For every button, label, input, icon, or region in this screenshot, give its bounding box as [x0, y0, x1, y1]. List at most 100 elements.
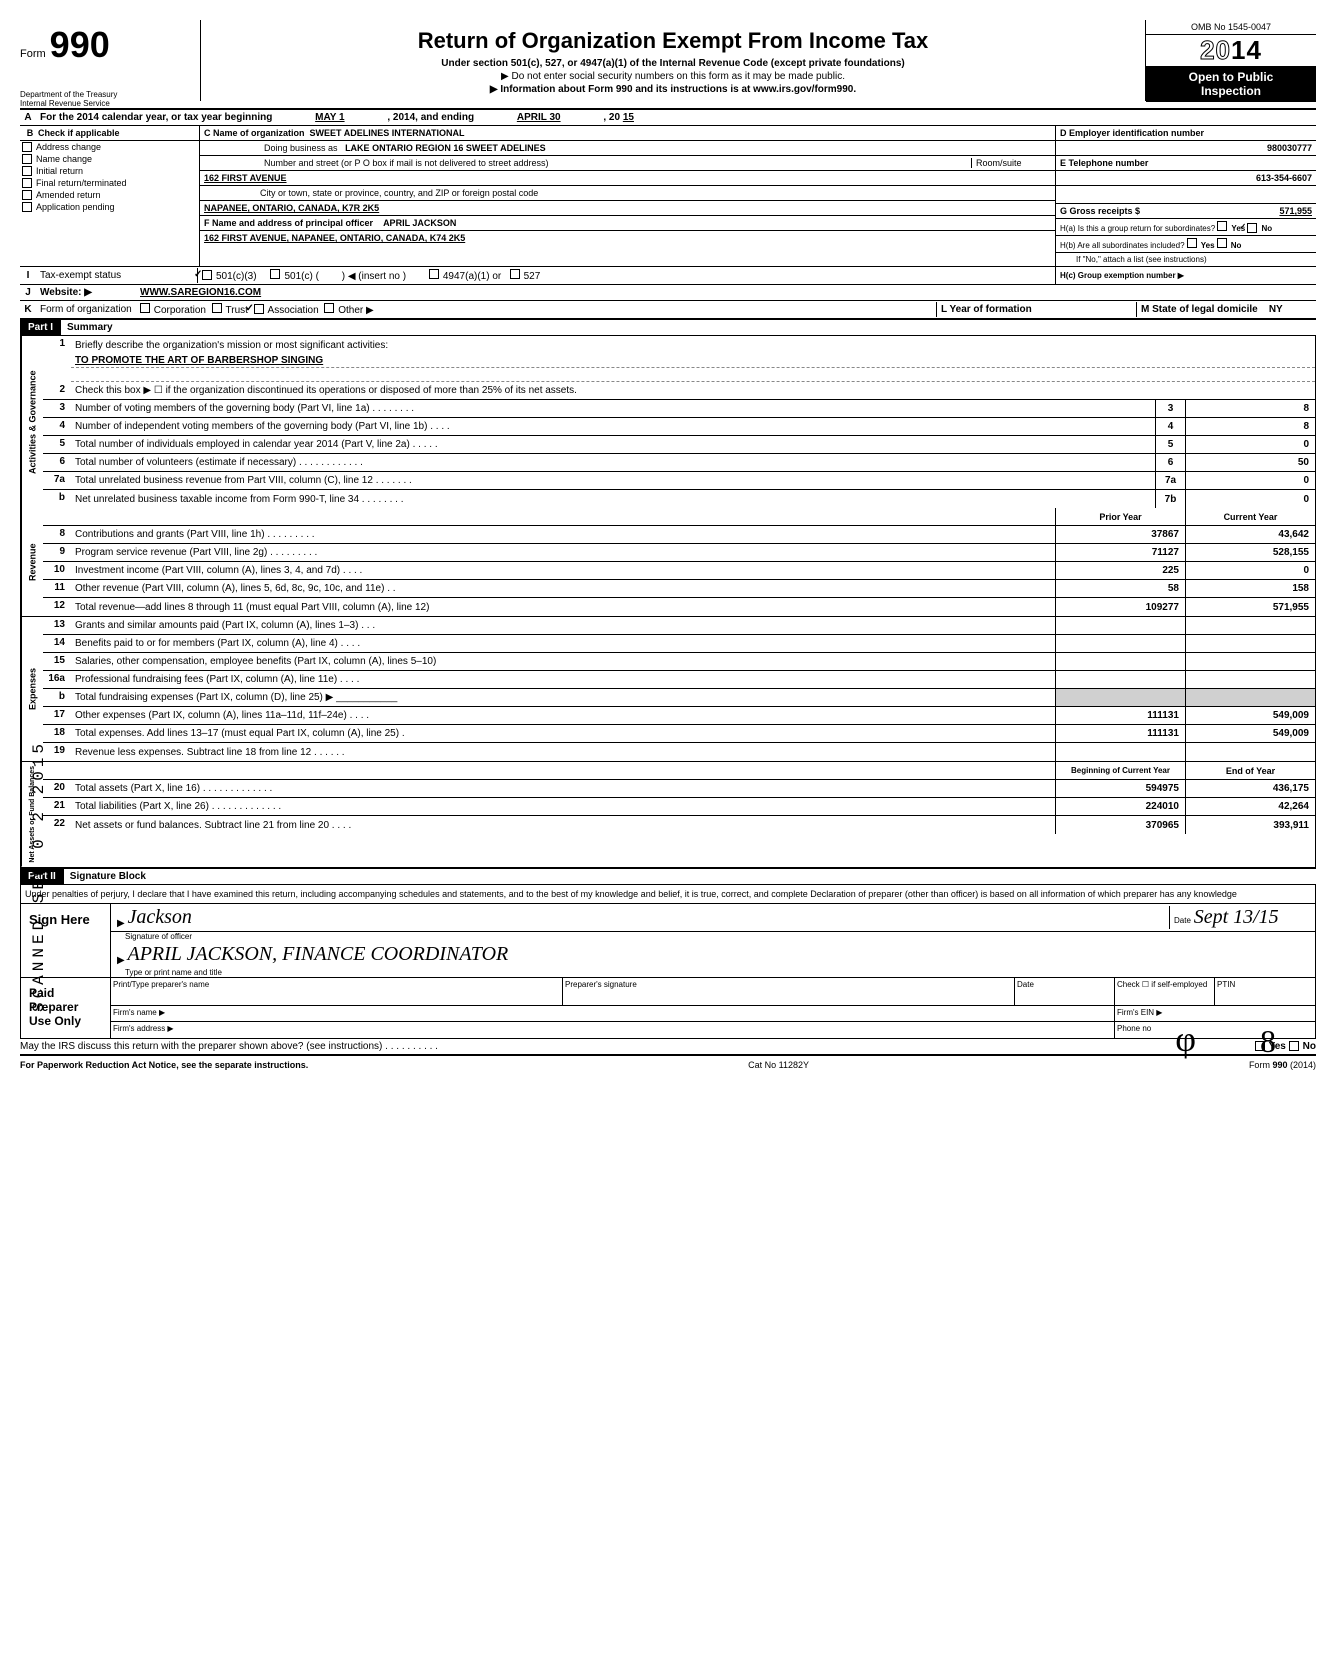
sign-here-content: ▶ Jackson Date Sept 13/15 Signature of o…: [111, 904, 1315, 977]
line-box: 4: [1155, 418, 1185, 435]
check-header: B Check if applicable: [20, 126, 199, 141]
opt-501c: 501(c) (: [284, 271, 318, 282]
line-desc: Number of voting members of the governin…: [71, 400, 1155, 417]
checkbox-527[interactable]: [510, 269, 520, 279]
summary-row: 4 Number of independent voting members o…: [43, 418, 1315, 436]
check-if-applicable: Check if applicable: [38, 128, 120, 138]
line-desc: Contributions and grants (Part VIII, lin…: [71, 526, 1055, 543]
check-application-pending[interactable]: Application pending: [20, 201, 199, 213]
yes-label: Yes: [1201, 241, 1215, 250]
mission-blank: [71, 368, 1315, 382]
line-1: 1 Briefly describe the organization's mi…: [43, 336, 1315, 354]
summary-row: 21 Total liabilities (Part X, line 26) .…: [43, 798, 1315, 816]
line-a-content: For the 2014 calendar year, or tax year …: [36, 110, 1316, 125]
checkbox-icon: [22, 154, 32, 164]
line-a: A For the 2014 calendar year, or tax yea…: [20, 110, 1316, 126]
line-desc: Total liabilities (Part X, line 26) . . …: [71, 798, 1055, 815]
summary-row: 14 Benefits paid to or for members (Part…: [43, 635, 1315, 653]
summary-row: 7a Total unrelated business revenue from…: [43, 472, 1315, 490]
current-value: 436,175: [1185, 780, 1315, 797]
line-a-label: A: [20, 112, 36, 123]
check-address-change[interactable]: Address change: [20, 141, 199, 153]
prior-value: 224010: [1055, 798, 1185, 815]
check-amended[interactable]: Amended return: [20, 189, 199, 201]
signature-block: Under penalties of perjury, I declare th…: [20, 885, 1316, 1039]
f-label: F Name and address of principal officer: [204, 218, 373, 228]
line-a-text1: For the 2014 calendar year, or tax year …: [40, 112, 272, 123]
tax-exempt-options: 501(c)(3) 501(c) ( ) ◀ (insert no ) 4947…: [198, 267, 1056, 284]
checkbox-no[interactable]: [1289, 1041, 1299, 1051]
c-label: C Name of organization: [204, 128, 305, 138]
checkbox-icon[interactable]: [1217, 238, 1227, 248]
checkbox-4947[interactable]: [429, 269, 439, 279]
checkbox-assoc[interactable]: [254, 304, 264, 314]
opt-4947: 4947(a)(1) or: [443, 271, 501, 282]
line-desc: Other revenue (Part VIII, column (A), li…: [71, 580, 1055, 597]
summary-row: 8 Contributions and grants (Part VIII, l…: [43, 526, 1315, 544]
checkbox-trust[interactable]: [212, 303, 222, 313]
line-2: 2 Check this box ▶ ☐ if the organization…: [43, 382, 1315, 400]
triangle-icon: ▶: [117, 955, 125, 966]
checkbox-501c3[interactable]: [202, 270, 212, 280]
date-cell: Date Sept 13/15: [1169, 906, 1309, 929]
check-initial-return[interactable]: Initial return: [20, 165, 199, 177]
check-column: B Check if applicable Address change Nam…: [20, 126, 200, 266]
date-value: Sept 13/15: [1194, 906, 1279, 928]
prior-value: 594975: [1055, 780, 1185, 797]
check-name-change[interactable]: Name change: [20, 153, 199, 165]
checkbox-other[interactable]: [324, 303, 334, 313]
line-street: Number and street (or P O box if mail is…: [200, 156, 1055, 171]
right-column: D Employer identification number 9800307…: [1056, 126, 1316, 266]
year-solid: 14: [1231, 35, 1262, 65]
prior-value: 111131: [1055, 707, 1185, 724]
current-value: 42,264: [1185, 798, 1315, 815]
blank: [71, 508, 1055, 525]
current-value: [1185, 689, 1315, 706]
line-1-desc: Briefly describe the organization's miss…: [71, 336, 1315, 354]
line-desc: Investment income (Part VIII, column (A)…: [71, 562, 1055, 579]
summary-row: 3 Number of voting members of the govern…: [43, 400, 1315, 418]
line-desc: Net unrelated business taxable income fr…: [71, 490, 1155, 508]
line-num: 15: [43, 653, 71, 670]
expenses-section: Expenses 13 Grants and similar amounts p…: [20, 617, 1316, 762]
checkbox-checked-icon[interactable]: [1247, 223, 1257, 233]
revenue-body: Prior Year Current Year 8 Contributions …: [43, 508, 1315, 616]
line-box: 7a: [1155, 472, 1185, 489]
checkbox-corp[interactable]: [140, 303, 150, 313]
prior-value: 58: [1055, 580, 1185, 597]
check-self-employed: Check ☐ if self-employed: [1115, 978, 1215, 1005]
firm-name-label: Firm's name ▶: [111, 1006, 1115, 1021]
dba-value: LAKE ONTARIO REGION 16 SWEET ADELINES: [345, 143, 546, 153]
summary-row: 16a Professional fundraising fees (Part …: [43, 671, 1315, 689]
inspection-text: Inspection: [1150, 84, 1312, 98]
line-box: 3: [1155, 400, 1185, 417]
checkbox-icon: [22, 166, 32, 176]
line-desc: Revenue less expenses. Subtract line 18 …: [71, 743, 1055, 761]
form-org-label: Form of organization: [36, 302, 136, 317]
line-a-end: APRIL 30: [477, 112, 601, 123]
checkbox-501c[interactable]: [270, 269, 280, 279]
line-a-text2: , 2014, and ending: [387, 112, 474, 123]
line-desc: Number of independent voting members of …: [71, 418, 1155, 435]
d-value: 980030777: [1056, 141, 1316, 156]
current-value: 528,155: [1185, 544, 1315, 561]
current-value: 0: [1185, 562, 1315, 579]
line-num: 1: [43, 336, 71, 354]
dept-irs: Internal Revenue Service: [20, 99, 200, 108]
d-label: D Employer identification number: [1056, 126, 1316, 141]
checkbox-icon[interactable]: [1217, 221, 1227, 231]
line-num: 10: [43, 562, 71, 579]
revenue-section: Revenue Prior Year Current Year 8 Contri…: [20, 508, 1316, 617]
blank: [71, 762, 1055, 779]
officer-name: APRIL JACKSON, FINANCE COORDINATOR: [127, 943, 508, 966]
opt-527: 527: [524, 271, 541, 282]
check-final-return[interactable]: Final return/terminated: [20, 177, 199, 189]
h-note: If "No," attach a list (see instructions…: [1056, 253, 1316, 266]
line-desc: Net assets or fund balances. Subtract li…: [71, 816, 1055, 834]
line-2-desc: Check this box ▶ ☐ if the organization d…: [71, 382, 1315, 399]
checkbox-icon[interactable]: [1187, 238, 1197, 248]
right-header-block: OMB No 1545-0047 2014 Open to Public Ins…: [1146, 20, 1316, 102]
line-num: 3: [43, 400, 71, 417]
line-j: J Website: ▶ WWW.SAREGION16.COM: [20, 285, 1316, 301]
line-desc: Total revenue—add lines 8 through 11 (mu…: [71, 598, 1055, 616]
